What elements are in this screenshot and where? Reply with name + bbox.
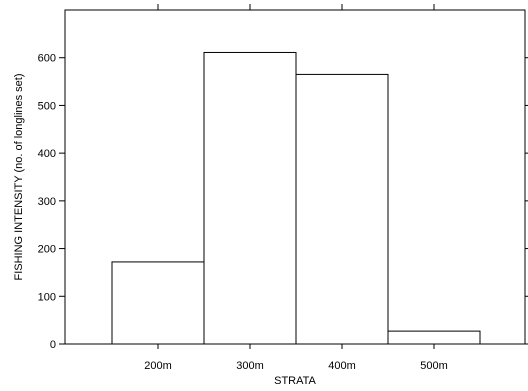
x-tick-label: 400m — [328, 360, 356, 372]
bar-500m — [387, 330, 481, 345]
x-axis: 200m 300m 400m 500m — [144, 344, 448, 372]
bars — [111, 51, 481, 345]
y-tick-label: 300 — [38, 196, 56, 208]
bar-300m — [203, 51, 297, 345]
x-axis-title: STRATA — [274, 375, 316, 387]
y-axis-title: FISHING INTENSITY (no. of longlines set) — [13, 73, 25, 280]
x-tick-label: 300m — [236, 360, 264, 372]
x-tick-label: 200m — [144, 360, 172, 372]
bar-400m — [295, 73, 389, 345]
y-tick-label: 200 — [38, 244, 56, 256]
y-tick-label: 100 — [38, 291, 56, 303]
y-tick-label: 600 — [38, 53, 56, 65]
bar-200m — [111, 261, 205, 345]
y-tick-label: 0 — [50, 339, 56, 351]
y-axis: 0 100 200 300 400 500 600 — [38, 53, 65, 351]
y-tick-label: 400 — [38, 148, 56, 160]
top-axis-ticks — [157, 4, 435, 10]
x-tick-label: 500m — [420, 360, 448, 372]
y-tick-label: 500 — [38, 100, 56, 112]
